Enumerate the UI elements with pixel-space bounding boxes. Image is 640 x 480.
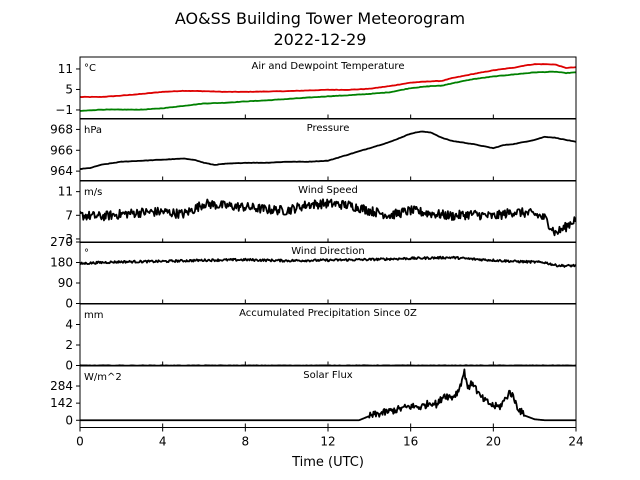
y-tick-label-wind_direction-2: 180 bbox=[50, 256, 73, 270]
series-line-wind_speed-0 bbox=[80, 198, 576, 237]
x-tick-label-0: 0 bbox=[76, 435, 84, 449]
y-tick-label-temperature-0: −1 bbox=[55, 103, 73, 117]
unit-label-solar_flux: W/m^2 bbox=[84, 372, 122, 383]
y-tick-label-wind_direction-1: 90 bbox=[58, 276, 73, 290]
x-tick-label-6: 24 bbox=[568, 435, 583, 449]
panel-solar_flux: 0 142 284 W/m^2 Solar Flux bbox=[50, 365, 577, 428]
y-tick-label-solar_flux-2: 284 bbox=[50, 379, 73, 393]
x-axis-label: Time (UTC) bbox=[291, 455, 364, 470]
y-tick-label-temperature-2: 11 bbox=[58, 62, 73, 76]
unit-label-pressure: hPa bbox=[84, 125, 102, 136]
x-axis: 0 4 8 12 16 20 24 bbox=[76, 427, 584, 449]
y-tick-label-pressure-2: 968 bbox=[50, 122, 73, 136]
panel-pressure: 964 966 968 hPa Pressure bbox=[50, 118, 577, 181]
y-tick-label-solar_flux-0: 0 bbox=[65, 413, 73, 427]
panel-wind_direction: 0 90 180 270 ° Wind Direction bbox=[50, 235, 577, 311]
y-tick-label-wind_speed-1: 7 bbox=[65, 208, 73, 222]
y-tick-label-pressure-0: 964 bbox=[50, 164, 73, 178]
panel-label-solar_flux: Solar Flux bbox=[303, 370, 353, 381]
y-tick-label-wind_speed-0: 3 bbox=[65, 232, 73, 246]
panel-wind_speed: 3 7 11 m/s Wind Speed bbox=[58, 180, 577, 246]
x-tick-label-4: 16 bbox=[403, 435, 418, 449]
series-line-pressure-0 bbox=[80, 130, 576, 170]
y-tick-label-wind_speed-2: 11 bbox=[58, 185, 73, 199]
unit-label-wind_direction: ° bbox=[84, 248, 89, 259]
unit-label-temperature: °C bbox=[84, 63, 96, 74]
x-tick-label-2: 8 bbox=[242, 435, 250, 449]
panel-temperature: −1 5 11 °C Air and Dewpoint Temperature bbox=[55, 56, 577, 119]
panel-label-wind_direction: Wind Direction bbox=[291, 246, 365, 257]
x-tick-label-5: 20 bbox=[486, 435, 501, 449]
x-tick-label-3: 12 bbox=[320, 435, 335, 449]
y-tick-label-pressure-1: 966 bbox=[50, 143, 73, 157]
x-tick-label-1: 4 bbox=[159, 435, 167, 449]
y-tick-label-precipitation-1: 2 bbox=[65, 338, 73, 352]
y-tick-label-precipitation-2: 4 bbox=[65, 318, 73, 332]
chart-subtitle: 2022-12-29 bbox=[274, 30, 367, 49]
y-tick-label-wind_direction-3: 270 bbox=[50, 235, 73, 249]
chart-title: AO&SS Building Tower Meteorogram bbox=[175, 9, 465, 28]
y-tick-label-wind_direction-0: 0 bbox=[65, 297, 73, 311]
panel-label-temperature: Air and Dewpoint Temperature bbox=[252, 61, 405, 72]
panel-precipitation: 0 2 4 mm Accumulated Precipitation Since 0Z bbox=[65, 303, 577, 373]
y-tick-label-precipitation-0: 0 bbox=[65, 359, 73, 373]
y-tick-label-solar_flux-1: 142 bbox=[50, 396, 73, 410]
series-line-temperature-0 bbox=[80, 63, 576, 98]
panel-label-pressure: Pressure bbox=[307, 123, 350, 134]
series-line-solar_flux-0 bbox=[80, 368, 576, 422]
panel-label-wind_speed: Wind Speed bbox=[298, 185, 358, 196]
series-line-temperature-1 bbox=[80, 70, 576, 112]
y-tick-label-temperature-1: 5 bbox=[65, 82, 73, 96]
panel-label-precipitation: Accumulated Precipitation Since 0Z bbox=[239, 308, 417, 319]
series-line-wind_direction-0 bbox=[80, 255, 576, 268]
unit-label-precipitation: mm bbox=[84, 310, 103, 321]
unit-label-wind_speed: m/s bbox=[84, 187, 102, 198]
